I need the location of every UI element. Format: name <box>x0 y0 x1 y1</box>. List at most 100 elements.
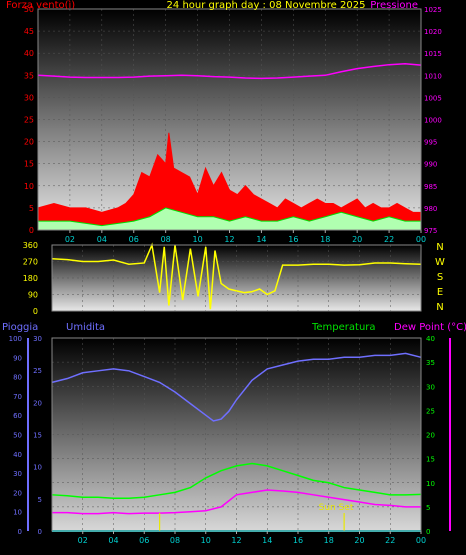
wind-direction-line <box>51 242 422 310</box>
x-tick-label: 08 <box>161 235 171 244</box>
x-tick-label: 06 <box>129 235 139 244</box>
compass-label: W <box>435 257 445 268</box>
rain-y-axis: 0 10 20 30 40 50 60 70 80 90 100 <box>9 335 29 536</box>
rain-y-tick-label: 40 <box>13 451 22 459</box>
wind-y-tick-label: 15 <box>24 160 34 169</box>
pressure-y-tick-label: 980 <box>424 205 437 213</box>
rain-y-tick-label: 20 <box>13 489 22 497</box>
x-tick-label: 00 <box>416 536 426 545</box>
wind-y-tick-label: 30 <box>24 93 34 102</box>
humidity-y-tick-label: 0 <box>38 528 42 536</box>
compass-label: E <box>437 287 443 298</box>
pressure-y-tick-label: 975 <box>424 227 437 235</box>
x-tick-label: 22 <box>385 536 395 545</box>
wind-speed-area <box>37 132 422 231</box>
rain-y-tick-label: 100 <box>9 335 22 343</box>
humidity-y-tick-label: 20 <box>33 399 42 407</box>
rain-y-tick-label: 80 <box>13 374 22 382</box>
temperature-label: Temperatura <box>311 322 376 333</box>
x-tick-label: 18 <box>320 235 330 244</box>
humidity-y-tick-label: 10 <box>33 464 42 472</box>
rain-y-tick-label: 70 <box>13 393 22 401</box>
x-tick-label: 16 <box>288 235 298 244</box>
temp-x-axis: 02 04 06 08 10 12 14 16 18 20 22 00 <box>78 531 426 545</box>
temperature-y-tick-label: 20 <box>426 432 435 440</box>
pressure-y-tick-label: 985 <box>424 183 437 191</box>
compass-label: N <box>436 302 443 313</box>
wind-y-tick-label: 50 <box>24 5 34 14</box>
temperature-y-tick-label: 40 <box>426 335 435 343</box>
temperature-y-tick-label: 25 <box>426 407 435 415</box>
x-tick-label: 12 <box>231 536 241 545</box>
compass-label: N <box>436 242 443 253</box>
temperature-y-tick-label: 5 <box>426 504 430 512</box>
pressure-y-tick-label: 995 <box>424 139 437 147</box>
wind-series <box>37 63 422 231</box>
temperature-y-tick-label: 0 <box>426 528 430 536</box>
humidity-line <box>51 352 422 422</box>
sunset-annotation: Sun Set <box>319 503 354 513</box>
direction-y-tick-label: 180 <box>23 274 38 283</box>
rain-y-tick-label: 10 <box>13 509 22 517</box>
pressure-y-tick-label: 1010 <box>424 72 442 80</box>
x-tick-label: 02 <box>65 235 75 244</box>
wind-y-tick-label: 20 <box>24 138 34 147</box>
x-tick-label: 00 <box>416 235 426 244</box>
x-tick-label: 02 <box>78 536 88 545</box>
direction-y-tick-label: 0 <box>33 307 38 316</box>
temperature-y-tick-label: 35 <box>426 359 435 367</box>
direction-y-axis: 0 90 180 270 360 <box>23 241 38 316</box>
x-tick-label: 04 <box>97 235 107 244</box>
chart-title: 24 hour graph day : 08 Novembre 2025 <box>167 0 366 11</box>
dew-point-line <box>52 489 421 515</box>
dew-point-label: Dew Point (°C) <box>394 322 466 333</box>
x-tick-label: 06 <box>139 536 149 545</box>
rain-label: Pioggia <box>2 322 38 333</box>
rain-y-tick-label: 90 <box>13 354 22 362</box>
pressure-y-tick-label: 1005 <box>424 94 442 102</box>
wind-y-tick-label: 35 <box>24 71 34 80</box>
humidity-y-tick-label: 30 <box>33 335 42 343</box>
rain-y-tick-label: 50 <box>13 432 22 440</box>
wind-x-axis: 02 04 06 08 10 12 14 16 18 20 22 00 <box>65 230 426 244</box>
x-tick-label: 14 <box>262 536 272 545</box>
x-tick-label: 08 <box>170 536 180 545</box>
pressure-y-tick-label: 1000 <box>424 117 442 125</box>
x-tick-label: 04 <box>108 536 118 545</box>
direction-plot-frame <box>51 244 422 312</box>
direction-series <box>51 242 422 310</box>
wind-y-axis: 0 5 10 15 20 25 30 35 40 45 50 <box>24 5 34 235</box>
direction-y-tick-label: 90 <box>28 291 38 300</box>
rain-y-tick-label: 30 <box>13 470 22 478</box>
direction-y-tick-label: 270 <box>23 258 38 267</box>
pressure-y-tick-label: 1015 <box>424 50 442 58</box>
wind-y-tick-label: 40 <box>24 49 34 58</box>
x-tick-label: 10 <box>201 536 211 545</box>
pressure-y-tick-label: 1025 <box>424 6 442 14</box>
humidity-y-tick-label: 5 <box>38 496 42 504</box>
humidity-y-axis: 0 5 10 15 20 25 30 <box>33 335 42 536</box>
pressure-axis-label: Pressione <box>370 0 418 11</box>
temperature-y-tick-label: 10 <box>426 480 435 488</box>
x-tick-label: 22 <box>384 235 394 244</box>
wind-grid <box>38 8 422 231</box>
rain-y-tick-label: 60 <box>13 412 22 420</box>
humidity-temperature-panel: Pioggia Umidita Temperatura Dew Point (°… <box>2 322 466 545</box>
x-tick-label: 16 <box>293 536 303 545</box>
pressure-y-axis: 975 980 985 990 995 1000 1005 1010 1015 1020 1025 <box>424 6 442 235</box>
direction-y-tick-label: 360 <box>23 241 38 250</box>
wind-axis-label: Forza vento(ì) <box>6 0 75 11</box>
humidity-label: Umidita <box>66 322 105 333</box>
x-tick-label: 20 <box>352 235 362 244</box>
wind-y-tick-label: 5 <box>29 204 34 213</box>
pressure-y-tick-label: 1020 <box>424 28 442 36</box>
x-tick-label: 10 <box>192 235 202 244</box>
wind-base-area <box>37 207 422 231</box>
x-tick-label: 20 <box>354 536 364 545</box>
x-tick-label: 14 <box>256 235 266 244</box>
wind-y-tick-label: 0 <box>29 226 34 235</box>
